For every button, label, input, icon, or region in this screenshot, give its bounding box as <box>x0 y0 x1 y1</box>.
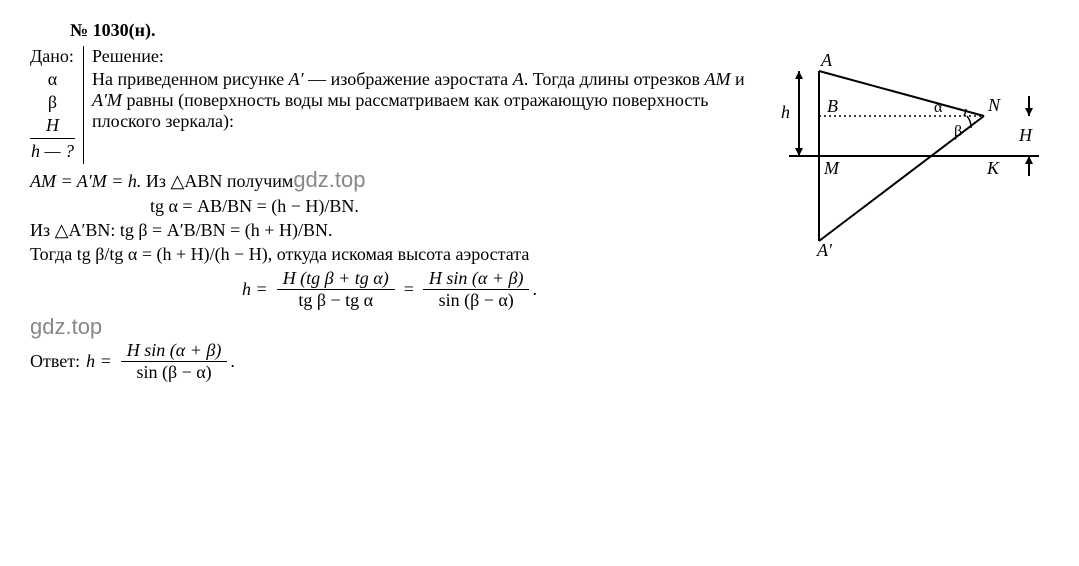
var-beta: β <box>30 92 75 113</box>
diagram: A B N H M K A′ h α β <box>769 46 1049 256</box>
answer-fraction: H sin (α + β) sin (β − α) <box>121 340 228 383</box>
given-solution-block: Дано: α β H h — ? Решение: На приведенно… <box>30 46 749 164</box>
label-M: M <box>823 158 840 178</box>
answer-line: Ответ: h = H sin (α + β) sin (β − α) . <box>30 340 749 383</box>
content-row: Дано: α β H h — ? Решение: На приведенно… <box>30 46 1049 383</box>
text1c: . Тогда длины отрезков <box>524 69 705 89</box>
answer-row: gdz.top <box>30 314 749 340</box>
tg-alpha-line: tg α = AB/BN = (h − H)/BN. <box>150 196 749 217</box>
apbn-line: Из △A′BN: tg β = A′B/BN = (h + H)/BN. <box>30 220 749 241</box>
label-H: H <box>1018 125 1033 145</box>
a-prime: A′ <box>289 69 304 89</box>
label-beta: β <box>954 123 962 140</box>
formula-eq: = <box>404 279 414 300</box>
answer-period: . <box>230 351 235 372</box>
answer-num: H sin (α + β) <box>121 340 228 362</box>
text1: На приведенном рисунке <box>92 69 289 89</box>
question: h — ? <box>30 141 75 162</box>
line-am-abn: AM = A′M = h. Из △ABN получимgdz.top <box>30 167 749 193</box>
H-arrow-bot-head <box>1025 156 1033 164</box>
text1b: — изображение аэростата <box>304 69 513 89</box>
text1d: и <box>730 69 744 89</box>
watermark-2: gdz.top <box>30 314 102 340</box>
formula-lhs: h = <box>242 279 268 300</box>
problem-number: № 1030(н). <box>70 20 1049 41</box>
abn-text: Из △ABN получим <box>146 171 293 191</box>
frac2-num: H sin (α + β) <box>423 268 530 290</box>
frac2-den: sin (β − α) <box>423 290 530 311</box>
fraction-2: H sin (α + β) sin (β − α) <box>423 268 530 311</box>
answer-lhs: h = <box>86 351 112 372</box>
text1e: равны (поверхность воды мы рассматриваем… <box>92 90 708 131</box>
main-formula: h = H (tg β + tg α) tg β − tg α = H sin … <box>30 268 749 311</box>
diagram-svg: A B N H M K A′ h α β <box>769 46 1049 256</box>
var-alpha: α <box>30 69 75 90</box>
left-block: Дано: α β H h — ? Решение: На приведенно… <box>30 46 749 383</box>
answer-den: sin (β − α) <box>121 362 228 383</box>
line-AN <box>819 71 984 116</box>
frac1-num: H (tg β + tg α) <box>277 268 395 290</box>
label-K: K <box>986 158 1000 178</box>
text1-ApM: A′M <box>92 90 122 110</box>
solution-column: Решение: На приведенном рисунке A′ — изо… <box>84 46 749 132</box>
text1-A: A <box>513 69 524 89</box>
label-B: B <box>827 96 838 116</box>
then-line: Тогда tg β/tg α = (h + H)/(h − H), откуд… <box>30 244 749 265</box>
frac1-den: tg β − tg α <box>277 290 395 311</box>
label-A: A <box>820 50 833 70</box>
H-arrow-top-head <box>1025 108 1033 116</box>
label-N: N <box>987 95 1001 115</box>
given-column: Дано: α β H h — ? <box>30 46 84 164</box>
h-arrow-up <box>795 71 803 79</box>
h-arrow-down <box>795 148 803 156</box>
var-H: H <box>30 115 75 139</box>
am-eq: AM = A′M = h. <box>30 171 141 191</box>
solution-text: На приведенном рисунке A′ — изображение … <box>92 69 749 132</box>
answer-label: Ответ: <box>30 351 80 372</box>
label-h: h <box>781 102 790 122</box>
fraction-1: H (tg β + tg α) tg β − tg α <box>277 268 395 311</box>
text1-AM: AM <box>704 69 730 89</box>
given-label: Дано: <box>30 46 75 67</box>
label-Aprime: A′ <box>816 240 833 256</box>
solution-label: Решение: <box>92 46 749 67</box>
formula-period: . <box>532 279 537 300</box>
watermark-1: gdz.top <box>293 167 365 192</box>
label-alpha: α <box>934 99 943 116</box>
